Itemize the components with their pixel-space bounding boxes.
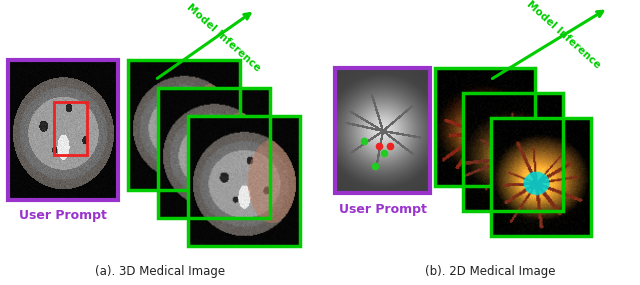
Bar (54, 102, 87, 155)
Bar (128, 60, 240, 190)
Bar (188, 116, 300, 246)
Text: Model Inference: Model Inference (525, 0, 603, 71)
Bar (158, 88, 270, 218)
Text: Model Inference: Model Inference (185, 2, 262, 74)
Text: User Prompt: User Prompt (19, 209, 107, 223)
Bar (8, 60, 118, 200)
Text: (a). 3D Medical Image: (a). 3D Medical Image (95, 266, 225, 278)
Bar (491, 118, 591, 236)
Bar (435, 68, 535, 186)
Text: (b). 2D Medical Image: (b). 2D Medical Image (425, 266, 556, 278)
Bar (335, 68, 430, 193)
Text: User Prompt: User Prompt (339, 203, 426, 215)
Bar (463, 93, 563, 211)
